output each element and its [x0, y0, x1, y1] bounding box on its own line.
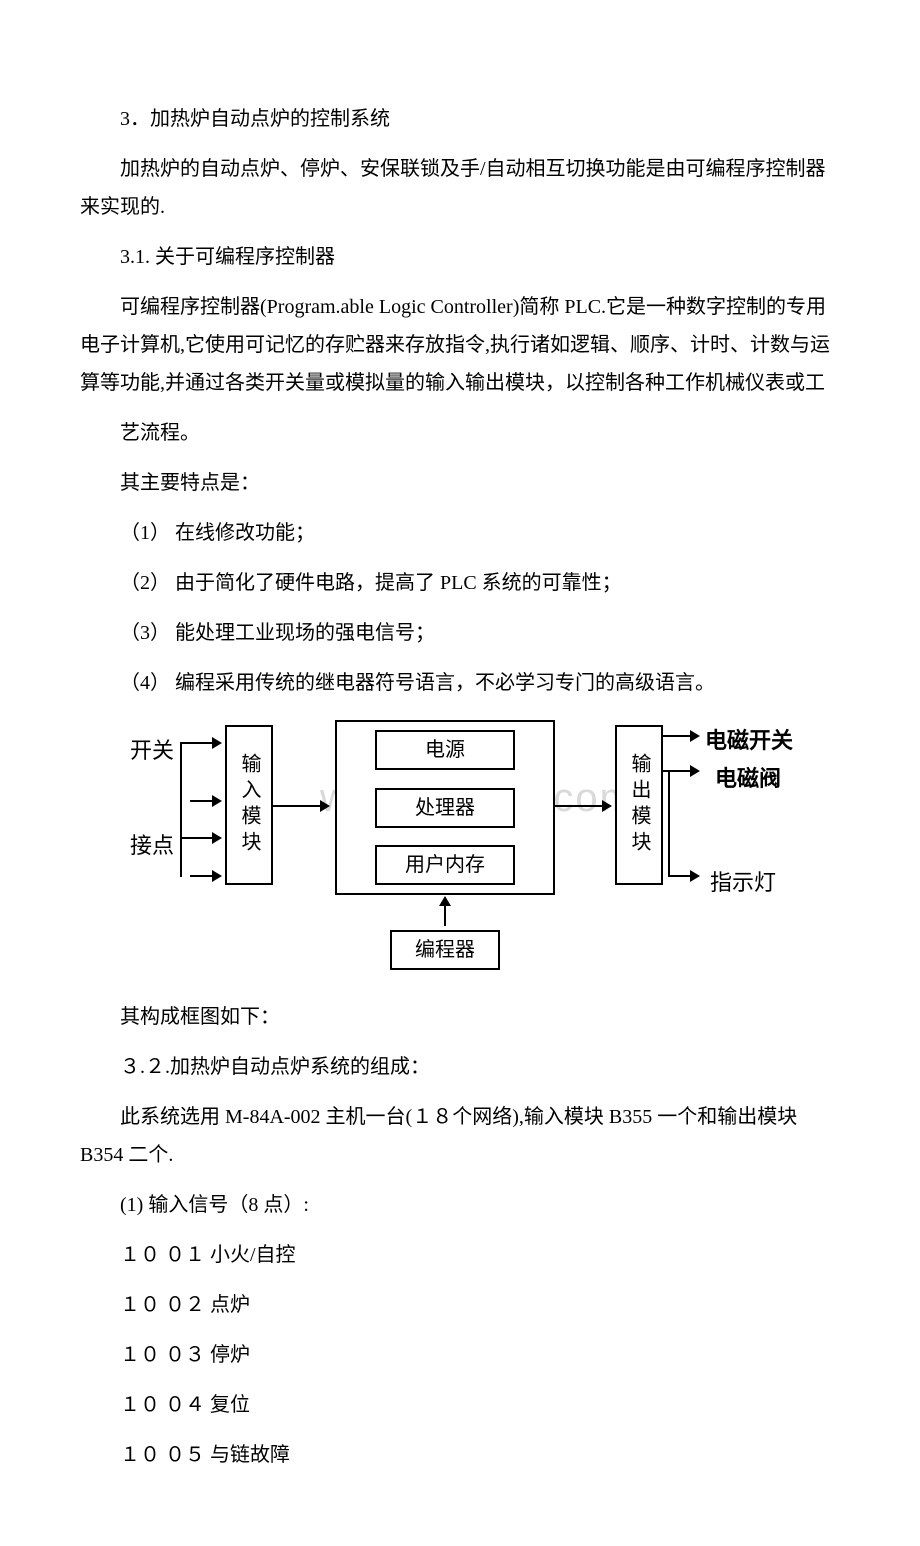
memory-box: 用户内存	[375, 845, 515, 885]
arrow-icon	[190, 875, 220, 877]
input-module-box: 输入模块	[225, 725, 273, 885]
paragraph: 其主要特点是：	[80, 464, 840, 502]
label-em-valve: 电磁阀	[715, 758, 781, 800]
feature-item-4: （4） 编程采用传统的继电器符号语言，不必学习专门的高级语言。	[80, 664, 840, 702]
input-signal-2: １０ ０２ 点炉	[80, 1286, 840, 1324]
section-3-2-title: ３.２.加热炉自动点炉系统的组成：	[80, 1048, 840, 1086]
plc-block-diagram: www.bdocx.com 开关 接点 输入模块 电源 处理器 用户内存 输出	[190, 720, 810, 980]
label-contact: 接点	[130, 825, 174, 867]
arrow-icon	[190, 800, 220, 802]
label-em-switch: 电磁开关	[705, 720, 793, 762]
paragraph: 此系统选用 M-84A-002 主机一台(１８个网络),输入模块 B355 一个…	[80, 1098, 840, 1174]
feature-item-3: （3） 能处理工业现场的强电信号；	[80, 614, 840, 652]
connector-line	[668, 770, 670, 877]
section-3-title: 3．加热炉自动点炉的控制系统	[80, 100, 840, 138]
input-signal-5: １０ ０５ 与链故障	[80, 1436, 840, 1474]
arrow-icon	[668, 875, 698, 877]
paragraph: 艺流程。	[80, 414, 840, 452]
input-signal-4: １０ ０４ 复位	[80, 1386, 840, 1424]
feature-item-1: （1） 在线修改功能；	[80, 514, 840, 552]
input-signal-1: １０ ０１ 小火/自控	[80, 1236, 840, 1274]
arrow-icon	[180, 742, 220, 744]
paragraph: 可编程序控制器(Program.able Logic Controller)简称…	[80, 288, 840, 402]
connector-line	[180, 742, 182, 877]
arrow-icon	[273, 805, 328, 807]
power-box: 电源	[375, 730, 515, 770]
arrow-icon	[663, 735, 698, 737]
programmer-box: 编程器	[390, 930, 500, 970]
paragraph: 加热炉的自动点炉、停炉、安保联锁及手/自动相互切换功能是由可编程序控制器来实现的…	[80, 150, 840, 226]
input-signal-3: １０ ０３ 停炉	[80, 1336, 840, 1374]
arrow-icon	[444, 898, 446, 926]
cpu-box: 处理器	[375, 788, 515, 828]
document-page: 3．加热炉自动点炉的控制系统 加热炉的自动点炉、停炉、安保联锁及手/自动相互切换…	[0, 0, 920, 1546]
arrow-icon	[180, 837, 220, 839]
feature-item-2: （2） 由于简化了硬件电路，提高了 PLC 系统的可靠性；	[80, 564, 840, 602]
section-3-1-title: 3.1. 关于可编程序控制器	[80, 238, 840, 276]
arrow-icon	[555, 805, 610, 807]
output-module-box: 输出模块	[615, 725, 663, 885]
paragraph: (1) 输入信号（8 点）:	[80, 1186, 840, 1224]
label-lamp: 指示灯	[710, 862, 776, 904]
paragraph: 其构成框图如下：	[80, 998, 840, 1036]
label-switch: 开关	[130, 730, 174, 772]
